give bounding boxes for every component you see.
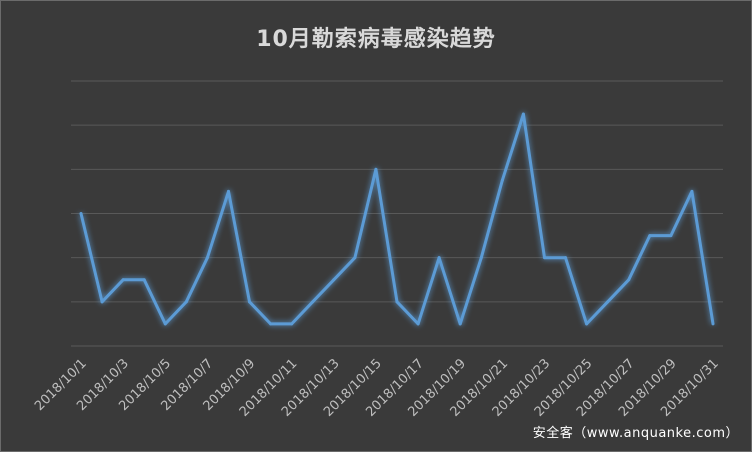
data-point	[437, 256, 441, 260]
data-point	[100, 300, 104, 304]
data-point	[458, 322, 462, 326]
data-point	[627, 278, 631, 282]
data-point	[669, 234, 673, 238]
data-point	[606, 300, 610, 304]
data-point	[142, 278, 146, 282]
data-point	[564, 256, 568, 260]
data-point	[690, 189, 694, 193]
data-point	[332, 278, 336, 282]
data-point	[79, 212, 83, 215]
data-point	[121, 278, 125, 282]
data-point	[248, 300, 252, 304]
data-point	[416, 322, 420, 326]
data-point	[353, 256, 357, 260]
data-point	[479, 256, 483, 260]
data-point	[648, 234, 652, 238]
data-point	[226, 189, 230, 193]
data-point	[311, 300, 315, 304]
data-point	[521, 112, 525, 116]
data-point	[163, 322, 167, 326]
data-point	[205, 256, 209, 260]
watermark-text: 安全客（www.anquanke.com）	[532, 426, 739, 441]
data-point	[184, 300, 188, 304]
data-point	[500, 178, 504, 182]
data-point	[395, 300, 399, 304]
data-point	[374, 167, 378, 171]
data-point	[585, 322, 589, 326]
data-point	[711, 322, 715, 326]
chart-title: 10月勒索病毒感染趋势	[256, 27, 496, 52]
data-point	[269, 322, 273, 326]
data-point	[290, 322, 294, 326]
series-line	[79, 112, 715, 326]
data-point	[542, 256, 546, 260]
